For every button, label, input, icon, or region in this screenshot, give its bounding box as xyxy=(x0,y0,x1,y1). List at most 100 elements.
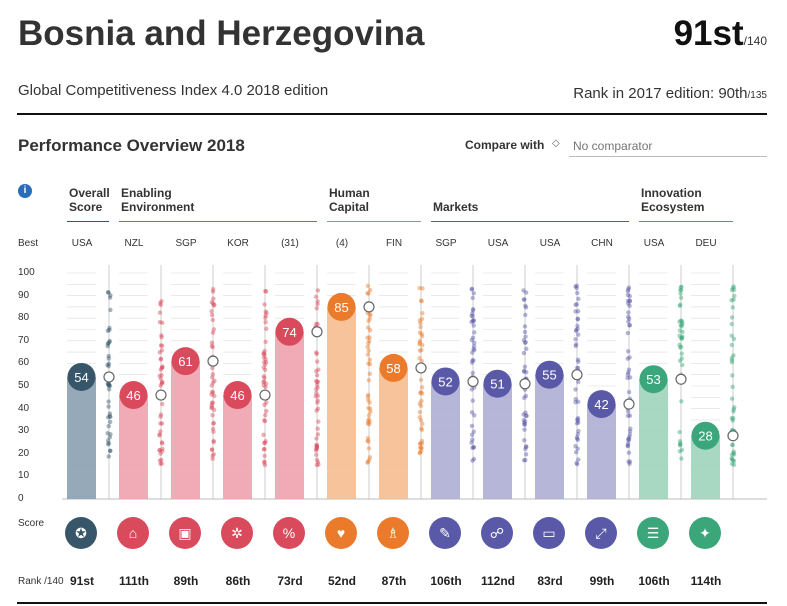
percent-icon[interactable]: % xyxy=(273,517,305,549)
distribution-dot xyxy=(730,418,735,423)
distribution-dot xyxy=(314,382,320,388)
distribution-dot xyxy=(677,358,683,364)
distribution-dot xyxy=(731,297,736,302)
best-row-label: Best xyxy=(18,238,39,249)
distribution-dot xyxy=(678,287,683,293)
distribution-dot xyxy=(678,295,684,300)
distribution-dot xyxy=(314,391,319,396)
distribution-dot xyxy=(263,309,268,314)
best-performer-label: USA xyxy=(487,238,509,249)
distribution-dot xyxy=(365,352,371,357)
info-icon[interactable]: i xyxy=(18,184,32,198)
distribution-dot xyxy=(160,401,165,407)
distribution-dot xyxy=(679,356,684,361)
distribution-dot xyxy=(366,405,371,411)
infrastructure-icon[interactable]: ▣ xyxy=(169,517,201,549)
distribution-dot xyxy=(680,320,685,325)
distribution-dot xyxy=(314,444,319,449)
document-icon[interactable]: ☰ xyxy=(637,517,669,549)
distribution-dot xyxy=(729,357,735,363)
pillar-rank-value: 106th xyxy=(430,574,462,588)
score-circle xyxy=(431,367,460,396)
y-tick-label: 90 xyxy=(18,289,30,301)
edition-subtitle: Global Competitiveness Index 4.0 2018 ed… xyxy=(18,82,329,99)
distribution-dot xyxy=(730,458,736,463)
distribution-dot xyxy=(315,406,321,411)
distribution-dot xyxy=(627,323,632,328)
distribution-dot xyxy=(625,443,630,449)
lightbulb-icon[interactable]: ✦ xyxy=(689,517,721,549)
distribution-dot xyxy=(677,333,682,339)
distribution-dot xyxy=(212,378,217,383)
distribution-dot xyxy=(419,426,424,431)
distribution-dot xyxy=(365,438,370,444)
distribution-dot xyxy=(261,350,266,356)
distribution-dot xyxy=(210,375,215,380)
distribution-dot xyxy=(680,362,685,368)
distribution-dot xyxy=(158,429,163,434)
credit-card-icon[interactable]: ▭ xyxy=(533,517,565,549)
distribution-dot xyxy=(575,357,581,362)
distribution-dot xyxy=(625,372,631,377)
distribution-dot xyxy=(314,436,319,441)
award-icon[interactable]: ✪ xyxy=(65,517,97,549)
pillar-underline-enabling xyxy=(119,221,317,222)
distribution-dot xyxy=(159,372,164,378)
expand-icon[interactable]: ⤢ xyxy=(585,517,617,549)
score-circle xyxy=(483,369,512,398)
distribution-dot xyxy=(731,458,737,464)
distribution-dot xyxy=(730,373,735,378)
score-marker xyxy=(571,369,583,381)
score-value-label: 51 xyxy=(490,377,504,392)
distribution-dot xyxy=(313,448,319,453)
distribution-dot xyxy=(365,460,370,465)
comparator-select[interactable] xyxy=(569,135,767,157)
score-circle xyxy=(587,390,616,419)
score-circle xyxy=(67,362,96,391)
score-value-label: 55 xyxy=(542,368,556,383)
distribution-dot xyxy=(469,319,474,325)
score-bar xyxy=(587,404,616,499)
distribution-dot xyxy=(315,301,320,307)
distribution-dot xyxy=(575,323,580,329)
distribution-dot xyxy=(264,408,269,414)
distribution-dot xyxy=(731,407,737,412)
institution-icon[interactable]: ⌂ xyxy=(117,517,149,549)
score-marker xyxy=(207,355,219,367)
distribution-dot xyxy=(575,416,581,421)
distribution-dot xyxy=(524,346,529,351)
distribution-dot xyxy=(106,404,111,409)
distribution-dot xyxy=(209,392,214,397)
distribution-dot xyxy=(157,310,163,315)
distribution-dot xyxy=(210,289,216,294)
distribution-dot xyxy=(419,441,425,446)
distribution-dot xyxy=(420,286,425,291)
distribution-dot xyxy=(521,338,527,343)
distribution-dot xyxy=(729,321,734,327)
distribution-dot xyxy=(471,306,476,312)
graduate-icon[interactable]: ♗ xyxy=(377,517,409,549)
distribution-dot xyxy=(418,298,424,303)
distribution-dot xyxy=(730,285,736,291)
score-marker xyxy=(311,326,323,338)
distribution-dot xyxy=(106,441,112,446)
distribution-dot xyxy=(263,315,268,321)
people-icon[interactable]: ☍ xyxy=(481,517,513,549)
distribution-dot xyxy=(576,379,581,385)
distribution-dot xyxy=(626,367,632,372)
tag-icon[interactable]: ✎ xyxy=(429,517,461,549)
distribution-dot xyxy=(315,321,320,327)
distribution-dot xyxy=(731,452,737,457)
distribution-dot xyxy=(159,440,165,445)
heart-icon[interactable]: ♥ xyxy=(325,517,357,549)
chip-icon[interactable]: ✲ xyxy=(221,517,253,549)
score-bar xyxy=(535,374,564,499)
distribution-dot xyxy=(573,399,578,405)
distribution-dot xyxy=(523,457,528,463)
pillar-label-line: Score xyxy=(69,200,103,214)
distribution-dot xyxy=(417,445,423,450)
distribution-dot xyxy=(731,450,736,456)
distribution-dot xyxy=(573,336,578,342)
pillar-label-line: Enabling xyxy=(121,186,172,200)
distribution-dot xyxy=(469,360,475,365)
